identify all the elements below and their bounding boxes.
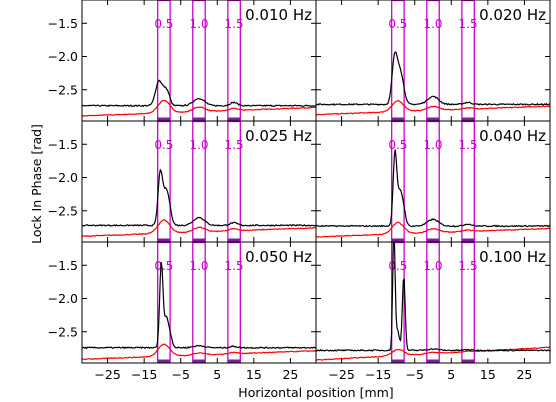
series-line-black xyxy=(316,51,550,106)
box-label-0.5: 0.5 xyxy=(388,138,407,152)
x-axis-label: Horizontal position [mm] xyxy=(238,385,393,400)
frequency-label: 0.040 Hz xyxy=(479,127,546,145)
box-label-0.5: 0.5 xyxy=(154,259,173,273)
box-label-0.5: 0.5 xyxy=(388,17,407,31)
box-label-0.5: 0.5 xyxy=(388,259,407,273)
y-tick-label: −2.0 xyxy=(48,291,78,306)
x-tick-label: 5 xyxy=(447,367,455,382)
frequency-label: 0.100 Hz xyxy=(479,248,546,266)
series-line-red xyxy=(82,219,316,238)
y-tick-label: −1.5 xyxy=(48,137,78,152)
y-axis-label: Lock In Phase [rad] xyxy=(29,124,44,244)
panel-2: 0.5 1.0 1.5 0.020 Hz xyxy=(315,0,551,122)
frequency-label: 0.010 Hz xyxy=(245,6,312,24)
panel-frame xyxy=(315,241,551,364)
box-label-1.5: 1.5 xyxy=(225,259,244,273)
panel-6: 0.5 1.0 1.5 −25 −15 −5 5 15 25 0.100 Hz xyxy=(315,241,551,382)
box-label-1.5: 1.5 xyxy=(459,259,478,273)
y-tick-label: −2.0 xyxy=(48,49,78,64)
frequency-label: 0.020 Hz xyxy=(479,6,546,24)
series-line-red xyxy=(316,100,550,116)
frequency-label: 0.050 Hz xyxy=(245,248,312,266)
box-label-0.5: 0.5 xyxy=(154,138,173,152)
x-tick-label: −15 xyxy=(365,367,391,382)
series-line-red xyxy=(82,99,316,117)
box-label-1.5: 1.5 xyxy=(225,17,244,31)
x-tick-label: −25 xyxy=(94,367,120,382)
x-tick-label: 25 xyxy=(516,367,532,382)
y-tick-label: −2.5 xyxy=(48,82,78,97)
series-line-black xyxy=(316,149,550,228)
series-line-red xyxy=(82,343,316,361)
box-label-1.0: 1.0 xyxy=(189,259,208,273)
y-tick-label: −2.5 xyxy=(48,203,78,218)
x-tick-label: −15 xyxy=(131,367,157,382)
box-label-1.0: 1.0 xyxy=(189,17,208,31)
panel-grid: 0.5 1.0 1.5−1.5−2.0−2.50.010 Hz 0.5 1.0 1.5 0.… xyxy=(48,0,551,382)
series-line-black xyxy=(316,242,550,352)
y-tick-label: −2.5 xyxy=(48,324,78,339)
box-label-1.0: 1.0 xyxy=(189,138,208,152)
box-label-1.0: 1.0 xyxy=(423,138,442,152)
y-tick-label: −1.5 xyxy=(48,258,78,273)
box-label-1.5: 1.5 xyxy=(225,138,244,152)
x-tick-label: 5 xyxy=(213,367,221,382)
series-line-black xyxy=(82,79,316,108)
x-tick-label: 25 xyxy=(282,367,298,382)
box-label-0.5: 0.5 xyxy=(154,17,173,31)
series-line-black xyxy=(82,262,316,350)
x-tick-label: −5 xyxy=(172,367,190,382)
box-label-1.5: 1.5 xyxy=(459,138,478,152)
box-label-1.5: 1.5 xyxy=(459,17,478,31)
x-tick-label: −25 xyxy=(328,367,354,382)
x-tick-label: 15 xyxy=(246,367,262,382)
box-label-1.0: 1.0 xyxy=(423,259,442,273)
y-tick-label: −1.5 xyxy=(48,16,78,31)
panel-5: 0.5 1.0 1.5 −1.5 −2.0 −2.5 −25 −15 −5 5 15 25 0.050 … xyxy=(48,241,317,382)
box-label-1.0: 1.0 xyxy=(423,17,442,31)
panel-3: 0.5 1.0 1.5 −1.5 −2.0 −2.5 0.025 Hz xyxy=(48,120,317,243)
panel-1: 0.5 1.0 1.5 −1.5 −2.0 −2.5 0.010 Hz xyxy=(48,0,317,122)
y-tick-label: −2.0 xyxy=(48,170,78,185)
x-tick-label: −5 xyxy=(406,367,424,382)
frequency-label: 0.025 Hz xyxy=(245,127,312,145)
series-line-red xyxy=(316,221,550,238)
x-tick-label: 15 xyxy=(480,367,496,382)
panel-4: 0.5 1.0 1.5 0.040 Hz xyxy=(315,120,551,243)
series-line-black xyxy=(82,168,316,227)
